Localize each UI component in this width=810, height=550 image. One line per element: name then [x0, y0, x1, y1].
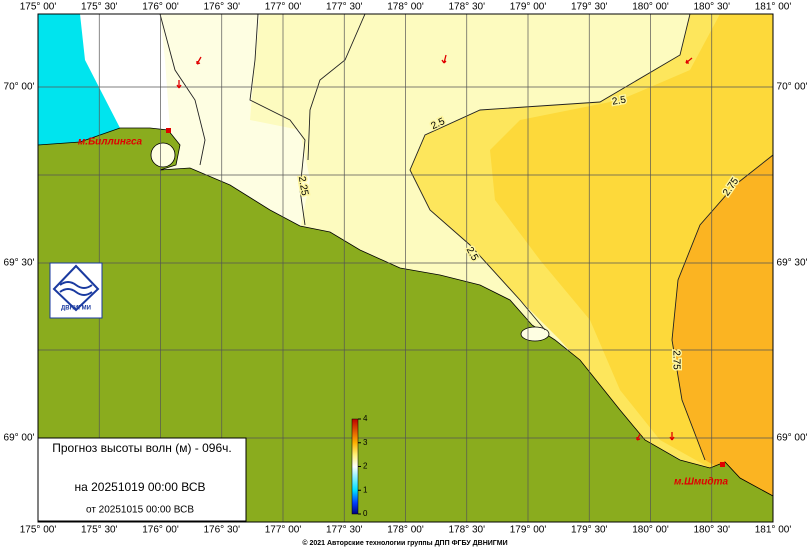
colorbar-label: 3: [363, 438, 368, 447]
contour-label: 2.5: [611, 94, 627, 107]
logo-waves: [59, 281, 93, 296]
lon-label: 179° 00': [510, 525, 547, 536]
lon-label: 177° 00': [265, 525, 302, 536]
place-marker: [720, 462, 725, 467]
lon-label: 180° 00': [632, 525, 669, 536]
lon-label: 179° 30': [571, 525, 608, 536]
logo-diamond: [52, 264, 100, 312]
lon-label: 177° 30': [326, 2, 363, 13]
colorbar-label: 0: [363, 509, 368, 518]
place-marker: [166, 128, 171, 133]
info-title: Прогноз высоты волн (м) - 096ч.: [52, 442, 232, 455]
lon-label: 175° 30': [81, 2, 118, 13]
lon-label: 176° 00': [142, 2, 179, 13]
lat-label: 69° 00': [777, 433, 808, 444]
contour-line: [249, 14, 306, 226]
lon-label: 179° 00': [510, 2, 547, 13]
logo-text: ДВНИГМИ: [61, 306, 91, 312]
colorbar-label: 4: [363, 414, 368, 423]
lon-label: 180° 30': [694, 525, 731, 536]
lat-label: 69° 00': [4, 433, 35, 444]
info-issued: от 20251015 00:00 ВСВ: [86, 505, 194, 516]
place-name: м.Биллингса: [78, 137, 143, 148]
contour-line: [159, 14, 206, 166]
lon-label: 180° 30': [694, 2, 731, 13]
info-valid: на 20251019 00:00 ВСВ: [75, 480, 206, 494]
lon-label: 177° 00': [265, 2, 302, 13]
map-area: [38, 14, 773, 522]
lon-label: 178° 00': [387, 2, 424, 13]
lat-label: 70° 00': [4, 82, 35, 93]
wave-directions: [176, 54, 693, 441]
lon-label: 181° 00': [755, 2, 792, 13]
lat-label: 70° 00': [777, 82, 808, 93]
map-frame: [37, 13, 774, 523]
info-box: [37, 437, 247, 522]
contour-line: [307, 14, 366, 161]
lat-label: 69° 30': [777, 258, 808, 269]
lon-label: 176° 30': [204, 2, 241, 13]
footer: © 2021 Авторские технологии группы ДПП Ф…: [302, 539, 507, 547]
lon-label: 175° 00': [20, 2, 57, 13]
info-title-wrap: Прогноз высоты волн (м) - 096ч.: [52, 442, 232, 455]
lon-label: 178° 30': [449, 525, 486, 536]
contour-line: [409, 14, 691, 331]
lon-label: 178° 30': [449, 2, 486, 13]
lon-label: 180° 00': [632, 2, 669, 13]
lon-label: 176° 00': [142, 525, 179, 536]
sea-deep-orange: [672, 155, 773, 500]
contour-label: 2.25: [296, 175, 310, 197]
lagoon: [150, 142, 176, 168]
colorbar: [351, 418, 359, 515]
lon-label: 175° 00': [20, 525, 57, 536]
colorbar-label: 2: [363, 462, 368, 471]
lon-label: 176° 30': [204, 525, 241, 536]
colorbar-label: 1: [363, 485, 368, 494]
lon-label: 181° 00': [755, 525, 792, 536]
place-name: м.Шмидта: [674, 477, 729, 488]
logo: ДВНИГМИ: [49, 262, 103, 319]
lon-label: 178° 00': [387, 525, 424, 536]
lon-label: 175° 30': [81, 525, 118, 536]
contour-label: 2.75: [670, 350, 681, 370]
lon-label: 179° 30': [571, 2, 608, 13]
lat-label: 69° 30': [4, 258, 35, 269]
lon-label: 177° 30': [326, 525, 363, 536]
contour-line: [671, 154, 773, 461]
